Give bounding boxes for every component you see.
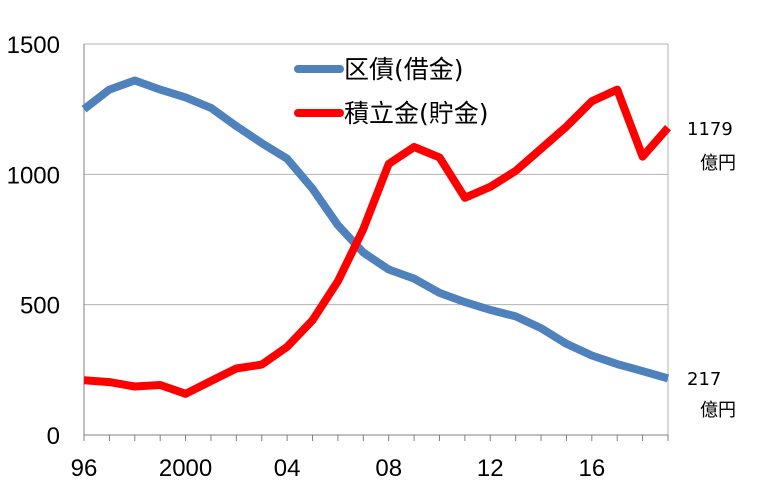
- series-line-debt: [81, 76, 670, 383]
- y-tick-labels: 0 500 1000 1500: [7, 32, 60, 450]
- x-tick-label: 12: [477, 455, 504, 482]
- end-value-label: 217: [687, 369, 721, 390]
- x-tick-labels: 96 2000 04 08 12 16: [71, 455, 606, 482]
- x-tick-label: 96: [71, 455, 98, 482]
- x-tick-label: 16: [578, 455, 605, 482]
- y-tick-label: 0: [47, 423, 60, 450]
- legend-label: 積立金(貯金): [344, 99, 489, 128]
- y-tick-label: 500: [20, 293, 60, 320]
- legend: 区債(借金) 積立金(貯金): [294, 55, 489, 128]
- series-lines: [81, 76, 672, 398]
- end-labels: 1179 億円 217 億円: [687, 119, 736, 421]
- x-tick-label: 2000: [159, 455, 212, 482]
- legend-label: 区債(借金): [344, 55, 464, 84]
- x-tick-label: 04: [274, 455, 301, 482]
- end-unit-label: 億円: [700, 400, 736, 421]
- x-tick-label: 08: [375, 455, 402, 482]
- series-line-reserve: [83, 85, 672, 398]
- y-tick-label: 1500: [7, 32, 60, 59]
- y-tick-label: 1000: [7, 162, 60, 189]
- end-value-label: 1179: [687, 119, 733, 140]
- end-unit-label: 億円: [700, 153, 736, 174]
